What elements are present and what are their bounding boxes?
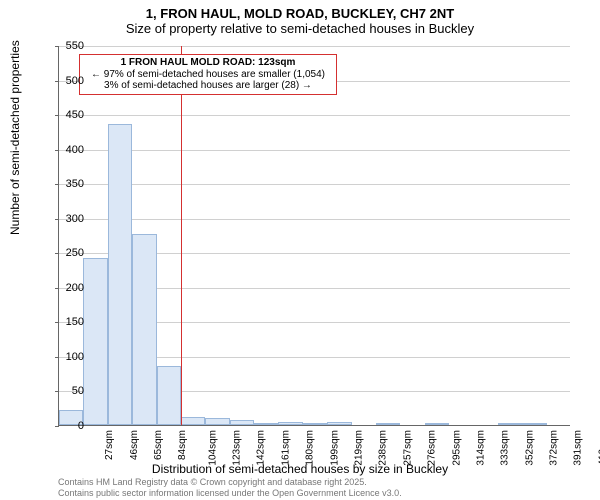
xtick-label: 123sqm	[232, 430, 243, 466]
xtick-label: 391sqm	[573, 430, 584, 466]
xtick-label: 27sqm	[104, 430, 115, 460]
ytick-label: 100	[44, 351, 84, 363]
annotation-line: 1 FRON HAUL MOLD ROAD: 123sqm	[84, 57, 332, 69]
xtick-label: 276sqm	[427, 430, 438, 466]
histogram-bar	[132, 234, 156, 425]
histogram-bar	[205, 418, 229, 425]
ytick-label: 250	[44, 247, 84, 259]
xtick-label: 65sqm	[153, 430, 164, 460]
ytick-label: 500	[44, 75, 84, 87]
histogram-bar	[522, 423, 546, 425]
gridline	[59, 115, 570, 116]
histogram-bar	[230, 420, 254, 425]
xtick-label: 295sqm	[451, 430, 462, 466]
xtick-label: 314sqm	[475, 430, 486, 466]
histogram-bar	[303, 423, 327, 425]
chart-title-block: 1, FRON HAUL, MOLD ROAD, BUCKLEY, CH7 2N…	[0, 0, 600, 36]
ytick-label: 450	[44, 109, 84, 121]
histogram-bar	[376, 423, 400, 425]
xtick-label: 142sqm	[256, 430, 267, 466]
ytick-label: 300	[44, 213, 84, 225]
xtick-label: 372sqm	[549, 430, 560, 466]
xtick-label: 84sqm	[177, 430, 188, 460]
title-line2: Size of property relative to semi-detach…	[0, 21, 600, 36]
xtick-label: 180sqm	[305, 430, 316, 466]
xtick-label: 104sqm	[207, 430, 218, 466]
annotation-box: 1 FRON HAUL MOLD ROAD: 123sqm← 97% of se…	[79, 54, 337, 95]
ytick-label: 550	[44, 40, 84, 52]
histogram-bar	[498, 423, 522, 425]
histogram-bar	[278, 422, 302, 425]
ytick-label: 350	[44, 178, 84, 190]
annotation-line: 3% of semi-detached houses are larger (2…	[84, 80, 332, 92]
gridline	[59, 150, 570, 151]
xtick-label: 352sqm	[524, 430, 535, 466]
xtick-label: 199sqm	[329, 430, 340, 466]
xtick-label: 219sqm	[354, 430, 365, 466]
ytick-label: 200	[44, 282, 84, 294]
xtick-label: 333sqm	[500, 430, 511, 466]
plot-region: 1 FRON HAUL MOLD ROAD: 123sqm← 97% of se…	[58, 46, 570, 426]
reference-line	[181, 46, 182, 425]
y-axis-label: Number of semi-detached properties	[8, 40, 22, 235]
xtick-label: 161sqm	[280, 430, 291, 466]
histogram-bar	[181, 417, 205, 425]
title-line1: 1, FRON HAUL, MOLD ROAD, BUCKLEY, CH7 2N…	[0, 6, 600, 21]
histogram-bar	[254, 423, 278, 425]
histogram-bar	[425, 423, 449, 425]
footer-line2: Contains public sector information licen…	[58, 488, 402, 498]
histogram-bar	[83, 258, 107, 425]
footer-attribution: Contains HM Land Registry data © Crown c…	[58, 477, 402, 498]
xtick-label: 257sqm	[402, 430, 413, 466]
annotation-line: ← 97% of semi-detached houses are smalle…	[84, 69, 332, 81]
ytick-label: 50	[44, 385, 84, 397]
xtick-label: 46sqm	[129, 430, 140, 460]
gridline	[59, 184, 570, 185]
histogram-bar	[327, 422, 351, 425]
gridline	[59, 46, 570, 47]
histogram-bar	[108, 124, 132, 425]
footer-line1: Contains HM Land Registry data © Crown c…	[58, 477, 402, 487]
histogram-bar	[157, 366, 181, 425]
xtick-label: 238sqm	[378, 430, 389, 466]
ytick-label: 400	[44, 144, 84, 156]
chart-area: 1 FRON HAUL MOLD ROAD: 123sqm← 97% of se…	[58, 46, 570, 426]
ytick-label: 0	[44, 420, 84, 432]
gridline	[59, 219, 570, 220]
ytick-label: 150	[44, 316, 84, 328]
